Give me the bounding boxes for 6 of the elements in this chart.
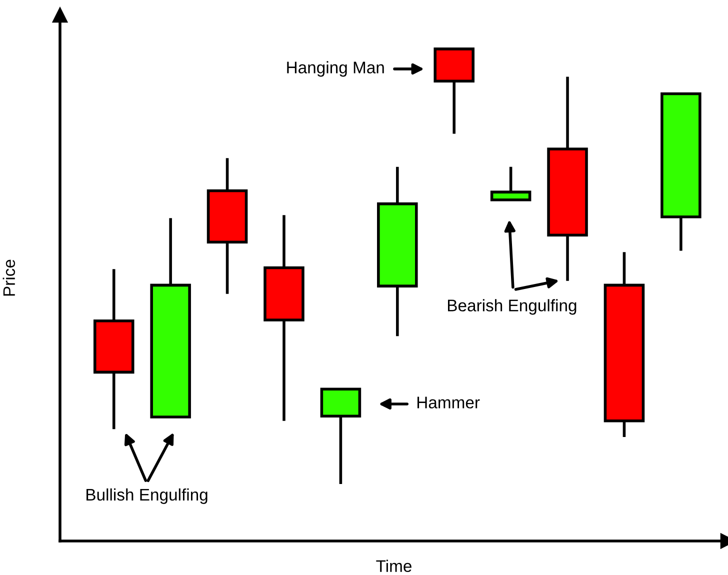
y-axis-title: Price [2, 260, 16, 296]
x-axis-title: Time [376, 560, 412, 572]
text: Bullish Engulfing [86, 488, 208, 504]
annotation: Hammer [417, 396, 480, 408]
annotation: Bearish Engulfing [448, 299, 576, 315]
annotation: Hanging Man [287, 61, 384, 77]
